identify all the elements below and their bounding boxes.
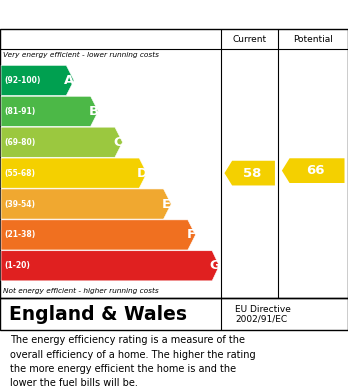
Text: 58: 58 bbox=[243, 167, 261, 179]
Text: B: B bbox=[89, 105, 99, 118]
Text: Very energy efficient - lower running costs: Very energy efficient - lower running co… bbox=[3, 52, 159, 58]
Text: D: D bbox=[137, 167, 148, 179]
Text: C: C bbox=[113, 136, 123, 149]
Text: F: F bbox=[187, 228, 196, 241]
Text: (69-80): (69-80) bbox=[4, 138, 35, 147]
Text: Current: Current bbox=[232, 34, 267, 43]
Text: (39-54): (39-54) bbox=[4, 199, 35, 208]
Polygon shape bbox=[1, 96, 98, 126]
Text: (21-38): (21-38) bbox=[4, 230, 35, 239]
Polygon shape bbox=[1, 189, 171, 219]
Text: A: A bbox=[64, 74, 74, 87]
Text: England & Wales: England & Wales bbox=[9, 305, 187, 324]
Text: (1-20): (1-20) bbox=[4, 261, 30, 270]
Polygon shape bbox=[1, 251, 219, 281]
Text: (92-100): (92-100) bbox=[4, 76, 41, 85]
Text: Potential: Potential bbox=[293, 34, 333, 43]
Text: EU Directive: EU Directive bbox=[235, 305, 291, 314]
Polygon shape bbox=[1, 65, 74, 95]
Polygon shape bbox=[224, 161, 275, 185]
Polygon shape bbox=[1, 158, 147, 188]
Text: 66: 66 bbox=[306, 164, 325, 177]
Text: Energy Efficiency Rating: Energy Efficiency Rating bbox=[63, 7, 285, 22]
Text: 2002/91/EC: 2002/91/EC bbox=[235, 315, 287, 324]
Polygon shape bbox=[1, 127, 122, 157]
Text: (55-68): (55-68) bbox=[4, 169, 35, 178]
Text: (81-91): (81-91) bbox=[4, 107, 35, 116]
Text: The energy efficiency rating is a measure of the
overall efficiency of a home. T: The energy efficiency rating is a measur… bbox=[10, 335, 256, 388]
Text: G: G bbox=[209, 259, 220, 272]
Polygon shape bbox=[1, 220, 196, 250]
Text: E: E bbox=[162, 197, 171, 210]
Polygon shape bbox=[282, 158, 345, 183]
Text: Not energy efficient - higher running costs: Not energy efficient - higher running co… bbox=[3, 288, 159, 294]
